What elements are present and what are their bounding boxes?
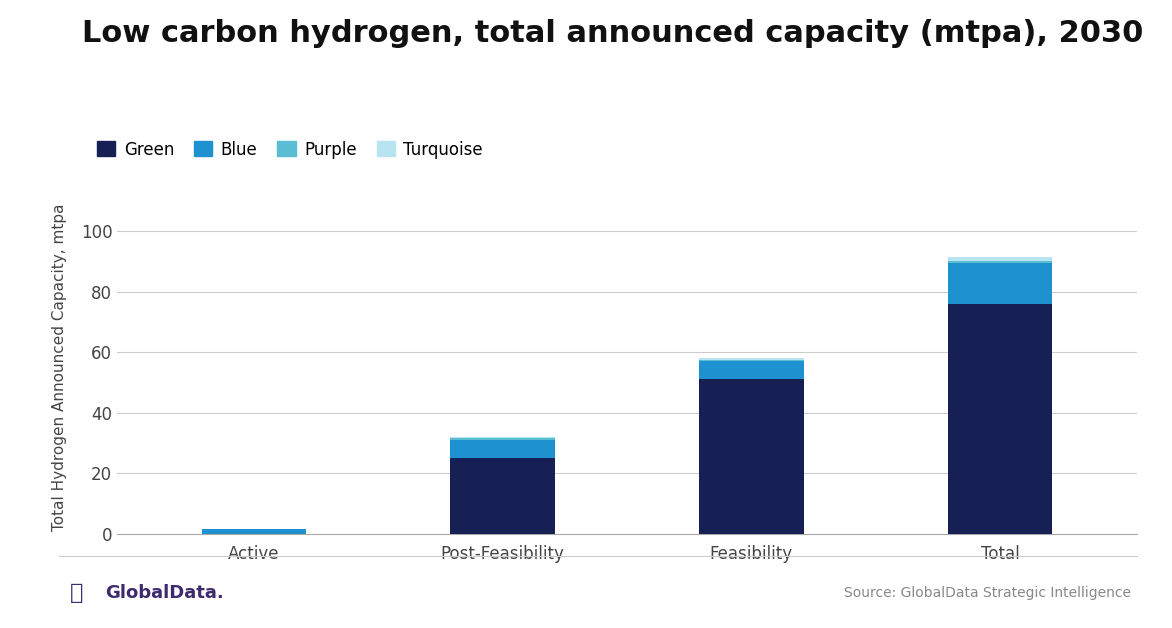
Text: ⓘ: ⓘ — [69, 583, 83, 604]
Bar — [948, 257, 1052, 261]
Y-axis label: Total Hydrogen Announced Capacity, mtpa: Total Hydrogen Announced Capacity, mtpa — [52, 203, 67, 531]
Bar — [700, 379, 804, 534]
Legend: Green, Blue, Purple, Turquoise: Green, Blue, Purple, Turquoise — [90, 134, 490, 165]
Bar — [450, 440, 554, 458]
Bar — [450, 437, 554, 438]
Text: Low carbon hydrogen, total announced capacity (mtpa), 2030: Low carbon hydrogen, total announced cap… — [82, 19, 1144, 48]
Bar — [700, 360, 804, 361]
Bar — [202, 529, 306, 534]
Bar — [948, 263, 1052, 304]
Bar — [700, 359, 804, 360]
Bar — [700, 361, 804, 379]
Bar — [450, 438, 554, 440]
Text: Source: GlobalData Strategic Intelligence: Source: GlobalData Strategic Intelligenc… — [844, 587, 1131, 600]
Bar — [948, 261, 1052, 263]
Text: GlobalData.: GlobalData. — [105, 585, 224, 602]
Bar — [450, 458, 554, 534]
Bar — [948, 304, 1052, 534]
